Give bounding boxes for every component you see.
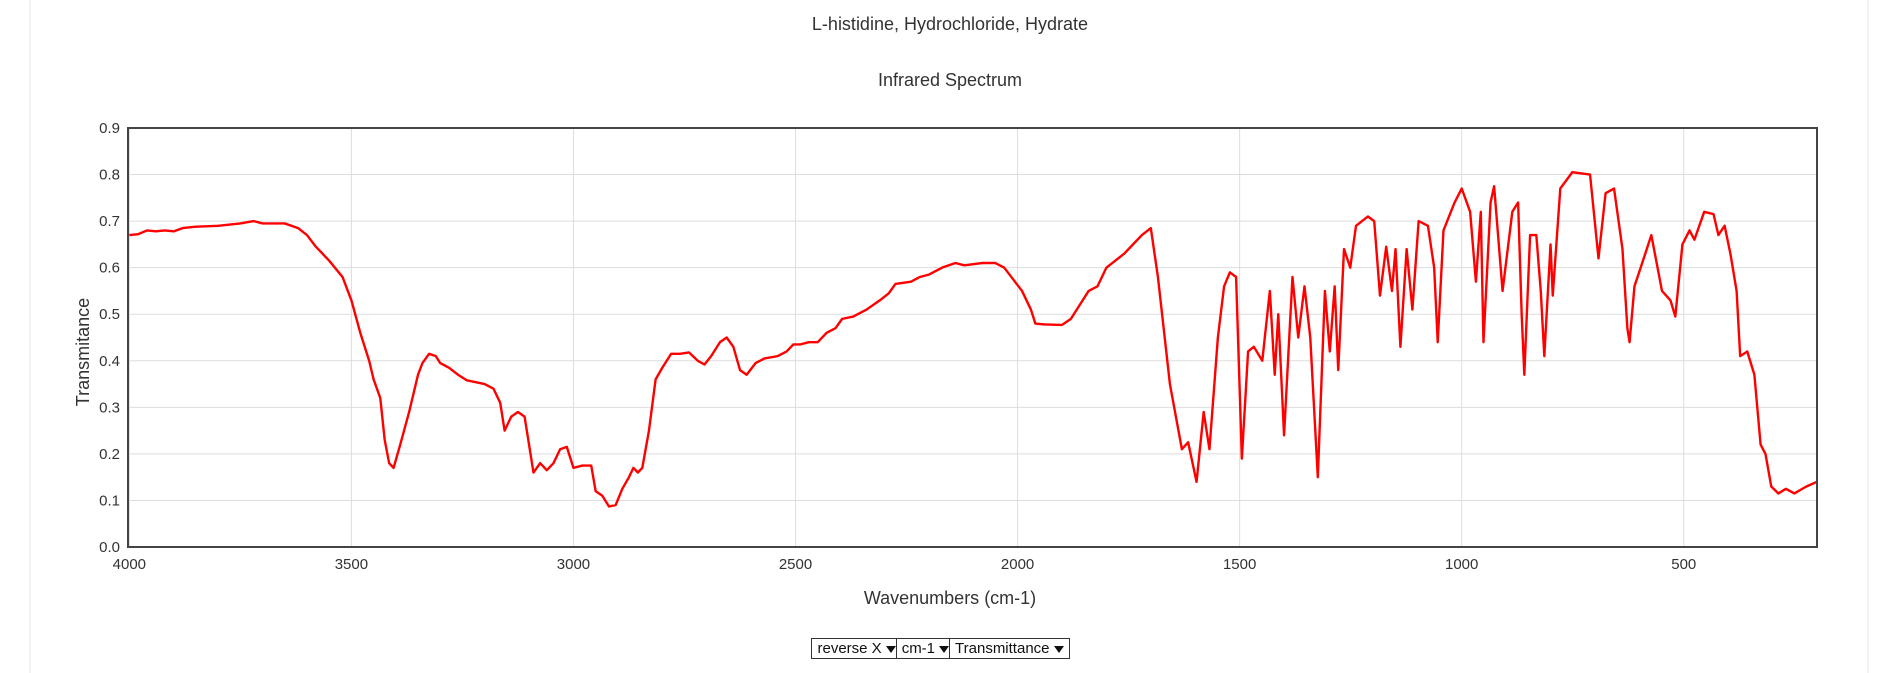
y-tick-label: 0.5 (99, 306, 120, 323)
plot-frame (127, 127, 1818, 548)
x-tick-label: 2000 (1001, 556, 1034, 573)
y-tick-label: 0.7 (99, 213, 120, 230)
dropdown-label: Transmittance (955, 640, 1050, 657)
y-tick-label: 0.1 (99, 492, 120, 509)
grid (128, 127, 1817, 548)
chart-subtitle: Infrared Spectrum (878, 70, 1022, 90)
x-tick-label: 2500 (779, 556, 812, 573)
controls: reverse X cm-1 Transmittance (0, 638, 1881, 659)
dropdown[interactable]: cm-1 (895, 638, 956, 659)
x-axis-label: Wavenumbers (cm-1) (864, 588, 1036, 608)
y-axis-label: Transmitance (73, 298, 93, 406)
y-tick-label: 0.0 (99, 539, 120, 556)
y-tick-label: 0.8 (99, 167, 120, 184)
dropdown-arrow (1053, 645, 1064, 653)
plot (129, 171, 1818, 508)
x-tick-label: 500 (1671, 556, 1696, 573)
dropdown-label: cm-1 (901, 640, 936, 657)
dropdown-label: reverse X (817, 640, 882, 657)
x-tick-label: 1000 (1445, 556, 1478, 573)
y-tick-label: 0.3 (99, 399, 120, 416)
chart-title: L-histidine, Hydrochloride, Hydrate (812, 14, 1088, 34)
y-tick-label: 0.9 (99, 120, 120, 137)
x-tick-label: 1500 (1223, 556, 1256, 573)
dropdown[interactable]: reverse X (811, 638, 902, 659)
spectrum-line (129, 171, 1818, 508)
x-tick-label: 4000 (113, 556, 146, 573)
y-tick-label: 0.4 (99, 353, 120, 370)
y-tick-label: 0.2 (99, 446, 120, 463)
dropdown-arrow (885, 645, 896, 653)
x-tick-label: 3000 (557, 556, 590, 573)
dropdown-arrow (939, 645, 950, 653)
x-tick-label: 3500 (335, 556, 368, 573)
y-tick-label: 0.6 (99, 260, 120, 277)
dropdown[interactable]: Transmittance (949, 638, 1070, 659)
